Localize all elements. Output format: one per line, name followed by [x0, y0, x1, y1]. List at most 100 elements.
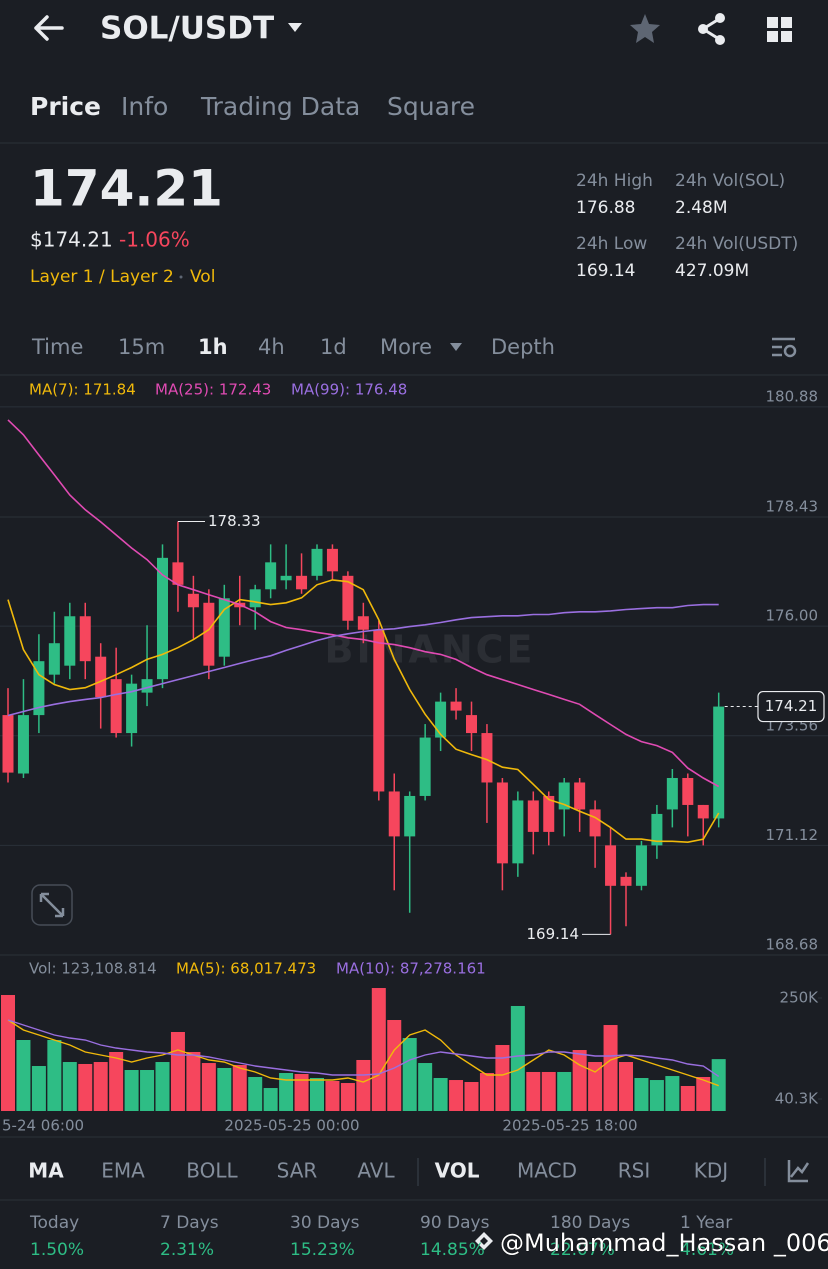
stat-label: 24h High — [576, 171, 653, 191]
tab[interactable]: Info — [121, 92, 168, 121]
return-value: 15.23% — [290, 1240, 355, 1260]
candle-body — [326, 548, 338, 572]
volume-bar — [526, 1071, 541, 1111]
favorite-icon[interactable] — [630, 14, 660, 43]
volume-ma-line — [7, 1019, 719, 1087]
stat-value: 2.48M — [675, 198, 728, 218]
volume-bar — [170, 1032, 185, 1111]
volume-legend: Vol: 123,108.814 — [29, 960, 157, 978]
volume-bar — [418, 1063, 433, 1111]
volume-bar — [649, 1080, 664, 1111]
candle-body — [280, 575, 292, 581]
candle-body — [95, 656, 107, 698]
interval[interactable]: 1d — [320, 335, 347, 359]
ma-legend: MA(25): 172.43 — [155, 381, 271, 399]
indicator[interactable]: SAR — [277, 1159, 318, 1183]
menu-icon[interactable] — [767, 17, 792, 42]
ma-line — [7, 579, 720, 844]
chart-settings-icon[interactable] — [772, 337, 797, 358]
tag[interactable]: Vol — [190, 267, 215, 287]
candle-body — [496, 782, 508, 864]
candle-body — [543, 795, 555, 832]
return-label: Today — [29, 1213, 79, 1233]
candle-body — [33, 661, 45, 716]
volume-bar — [464, 1082, 479, 1111]
volume-bar — [217, 1067, 232, 1111]
interval[interactable]: 15m — [118, 335, 165, 359]
candle-body — [388, 791, 400, 837]
candle-body — [48, 643, 60, 675]
candle-body — [620, 876, 632, 886]
candle-body — [141, 679, 153, 693]
candle-body — [589, 809, 601, 837]
x-tick-label: 2025-05-25 00:00 — [224, 1117, 359, 1135]
y-tick-label: 168.68 — [766, 936, 819, 954]
back-button[interactable] — [34, 15, 64, 41]
pair-title[interactable]: SOL/USDT — [100, 11, 274, 47]
candle-body — [682, 777, 694, 805]
interval[interactable]: Time — [31, 335, 83, 359]
volume-bar — [696, 1076, 711, 1111]
indicator[interactable]: KDJ — [694, 1159, 728, 1183]
pair-dropdown[interactable] — [288, 23, 302, 32]
candle-body — [435, 701, 447, 738]
indicator[interactable]: EMA — [101, 1159, 145, 1183]
volume-tick-label: 250K — [780, 988, 820, 1006]
indicator[interactable]: BOLL — [186, 1159, 238, 1183]
return-label: 90 Days — [420, 1213, 490, 1233]
volume-bar — [680, 1085, 695, 1111]
volume-bar — [78, 1063, 93, 1111]
stat-value: 176.88 — [576, 198, 635, 218]
indicator[interactable]: MACD — [517, 1159, 577, 1183]
candle-body — [311, 548, 323, 576]
volume-bar — [109, 1051, 124, 1111]
price-change: -1.06% — [119, 228, 190, 252]
ma-legend: MA(7): 171.84 — [29, 381, 136, 399]
volume-bar — [325, 1080, 340, 1111]
ma-line — [7, 419, 720, 788]
expand-button[interactable] — [31, 884, 73, 926]
interval[interactable]: 1h — [198, 335, 228, 359]
tab[interactable]: Trading Data — [200, 92, 360, 121]
return-value: 4.61% — [680, 1240, 734, 1260]
interval[interactable]: 4h — [258, 335, 285, 359]
volume-bar — [402, 1038, 417, 1111]
indicator[interactable]: MA — [28, 1159, 64, 1183]
candle-body — [512, 800, 524, 864]
stat-label: 24h Low — [576, 234, 647, 254]
candle-body — [187, 593, 199, 608]
volume-bar — [310, 1078, 324, 1111]
return-label: 30 Days — [290, 1213, 360, 1233]
volume-bar — [294, 1074, 309, 1111]
indicator[interactable]: AVL — [357, 1159, 395, 1183]
candle-body — [249, 589, 261, 608]
volume-bar — [201, 1063, 216, 1111]
interval[interactable]: Depth — [491, 335, 555, 359]
tag[interactable]: Layer 1 / Layer 2 — [30, 267, 174, 287]
interval[interactable]: More — [380, 335, 432, 359]
volume-legend: MA(5): 68,017.473 — [176, 960, 316, 978]
indicator[interactable]: VOL — [435, 1159, 480, 1183]
low-label: 169.14 — [527, 925, 580, 943]
tab[interactable]: Price — [30, 92, 101, 121]
volume-bar — [433, 1078, 448, 1111]
ma-line — [7, 603, 719, 717]
tab[interactable]: Square — [387, 92, 475, 121]
current-price-box — [757, 690, 825, 723]
candle-body — [342, 575, 354, 621]
volume-bar — [387, 1020, 402, 1111]
volume-bar — [155, 1062, 170, 1111]
candle-body — [157, 557, 168, 680]
x-tick-label: 5-24 06:00 — [2, 1117, 84, 1135]
stat-label: 24h Vol(USDT) — [675, 234, 798, 254]
return-value: 14.85% — [420, 1240, 485, 1260]
volume-bar — [634, 1078, 649, 1111]
indicator[interactable]: RSI — [618, 1159, 651, 1183]
more-dropdown[interactable] — [450, 343, 462, 351]
share-icon[interactable] — [698, 13, 725, 45]
volume-bar — [1, 995, 15, 1111]
volume-bar — [572, 1050, 587, 1111]
indicator-settings-icon[interactable] — [787, 1160, 810, 1183]
volume-bar — [603, 1025, 618, 1111]
volume-bar — [340, 1083, 355, 1111]
